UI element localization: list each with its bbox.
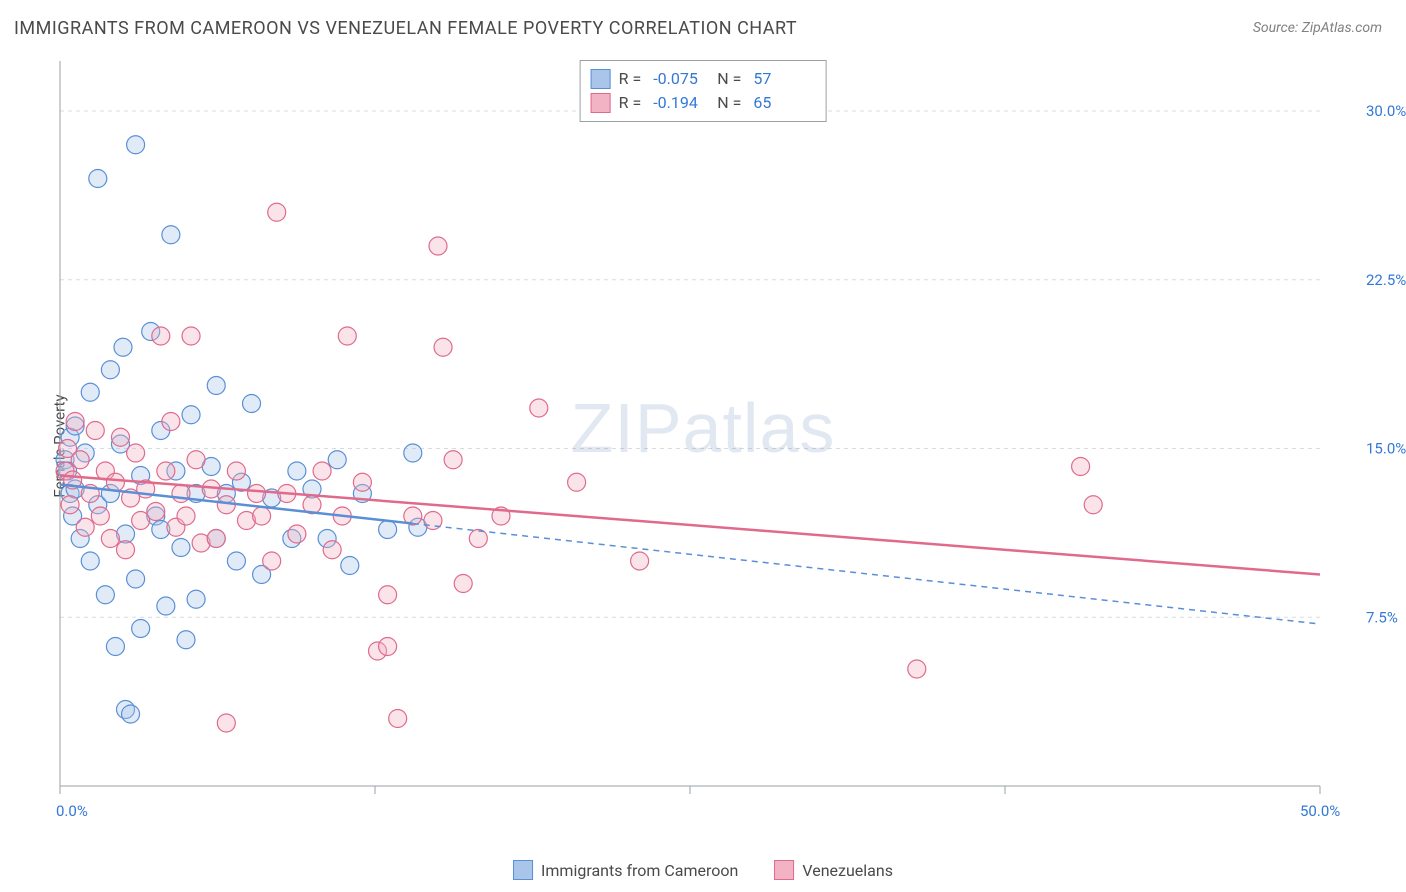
legend-label-venezuelans: Venezuelans	[802, 861, 893, 880]
legend-label-cameroon: Immigrants from Cameroon	[541, 861, 738, 880]
legend-series: Immigrants from Cameroon Venezuelans	[513, 860, 893, 880]
legend-row: R = -0.194 N = 65	[591, 91, 810, 115]
swatch-cameroon	[591, 69, 611, 89]
legend-item-venezuelans: Venezuelans	[774, 860, 893, 880]
legend-correlation-box: R = -0.075 N = 57 R = -0.194 N = 65	[580, 60, 827, 122]
x-axis-origin-label: 0.0%	[56, 802, 88, 820]
svg-text:22.5%: 22.5%	[1366, 271, 1406, 289]
swatch-venezuelans	[774, 860, 794, 880]
r-label: R =	[619, 91, 642, 115]
svg-text:15.0%: 15.0%	[1366, 440, 1406, 458]
scatter-plot: 7.5% 15.0% 22.5% 30.0%	[52, 56, 1406, 826]
x-axis-max-label: 50.0%	[1300, 802, 1340, 820]
r-label: R =	[619, 67, 642, 91]
chart-area: 7.5%15.0%22.5%30.0%	[52, 56, 1372, 826]
legend-row: R = -0.075 N = 57	[591, 67, 810, 91]
n-label: N =	[717, 91, 741, 115]
r-value-cameroon: -0.075	[653, 67, 709, 91]
svg-text:7.5%: 7.5%	[1366, 608, 1398, 626]
r-value-venezuelans: -0.194	[653, 91, 709, 115]
legend-item-cameroon: Immigrants from Cameroon	[513, 860, 738, 880]
svg-text:30.0%: 30.0%	[1366, 102, 1406, 120]
swatch-cameroon	[513, 860, 533, 880]
chart-title: IMMIGRANTS FROM CAMEROON VS VENEZUELAN F…	[14, 18, 797, 39]
n-value-venezuelans: 65	[753, 91, 809, 115]
source-label: Source: ZipAtlas.com	[1253, 20, 1382, 36]
swatch-venezuelans	[591, 93, 611, 113]
n-label: N =	[717, 67, 741, 91]
n-value-cameroon: 57	[753, 67, 809, 91]
